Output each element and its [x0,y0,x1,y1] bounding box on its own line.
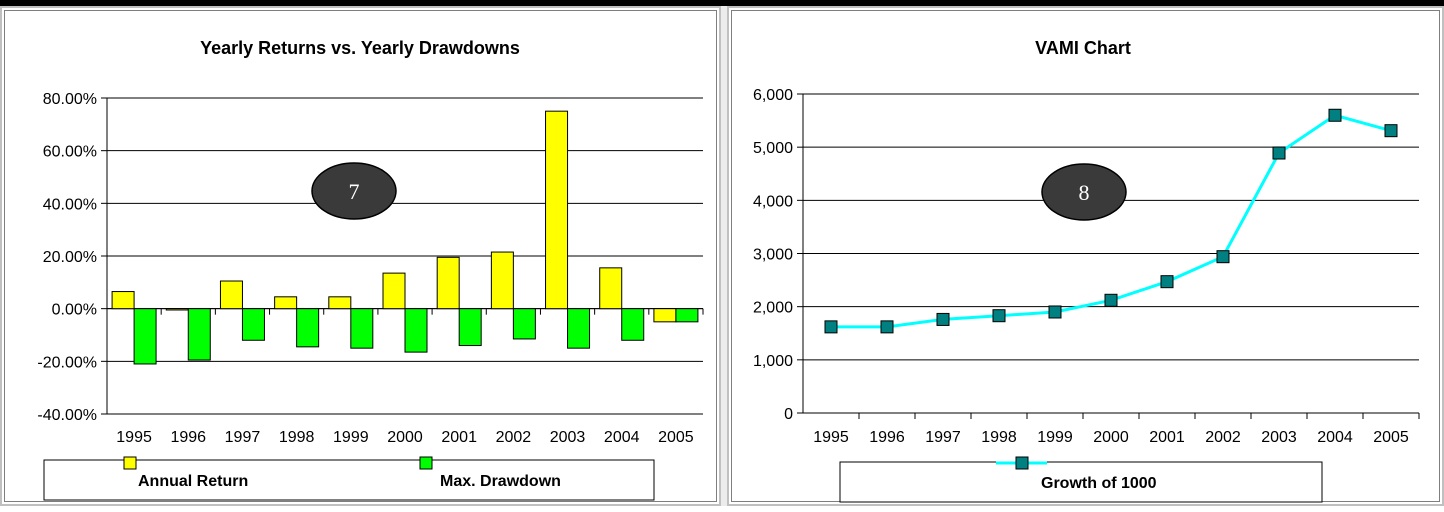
x-tick-label: 1996 [170,429,206,446]
bar-max-drawdown [404,308,428,353]
vami-chart-panel: VAMI Chart 0 1,000 2,000 3,000 4,000 5,000 6,0… [727,6,1444,506]
legend-label-max-drawdown: Max. Drawdown [440,473,561,490]
legend-swatch-max-drawdown [419,456,433,470]
x-tick-label: 2000 [387,429,423,446]
bar-max-drawdown [567,308,591,349]
bar-annual-return [490,251,514,310]
y-tick-label: 0 [784,406,793,423]
y-tick-label: -20.00% [37,354,97,371]
badge-label: 7 [349,179,360,204]
y-tick-label: 20.00% [43,249,97,266]
badge-label: 8 [1079,180,1090,205]
bar-annual-return [436,256,460,310]
data-point-marker [1048,305,1062,319]
x-tick-label: 2002 [1205,429,1241,446]
y-tick-label: 3,000 [753,247,793,264]
bar-annual-return [545,110,569,310]
badge-ellipse [1041,163,1127,221]
x-tick-label: 1995 [116,429,152,446]
data-point-marker [1216,250,1230,264]
bar-max-drawdown [458,308,482,347]
legend: Growth of 1000 [839,456,1323,503]
chart-frame [4,10,717,502]
legend-swatch-annual-return [123,456,137,470]
chart-title: Yearly Returns vs. Yearly Drawdowns [200,38,520,58]
bar-max-drawdown [350,308,374,349]
data-point-marker [880,320,894,334]
x-tick-label: 2001 [441,429,477,446]
y-tick-label: 0.00% [52,302,97,319]
legend-box [839,461,1323,503]
legend-box [43,459,655,501]
bar-annual-return [165,308,189,311]
bar-max-drawdown [187,308,211,361]
x-tick-label: 2005 [658,429,694,446]
x-tick-label: 2005 [1373,429,1409,446]
bar-annual-return [653,308,677,323]
x-tick-label: 1999 [333,429,369,446]
bar-max-drawdown [512,308,536,340]
legend-label-growth-of-1000: Growth of 1000 [1041,475,1157,492]
x-tick-label: 2004 [1317,429,1353,446]
panel-separator [721,6,727,506]
bar-annual-return [274,296,298,310]
x-tick-label: 2002 [496,429,532,446]
bar-annual-return [219,280,243,310]
x-tick-label: 2001 [1149,429,1185,446]
x-tick-label: 2003 [1261,429,1297,446]
data-point-marker [1272,146,1286,160]
badge-ellipse [311,162,397,220]
x-tick-label: 1998 [981,429,1017,446]
bar-max-drawdown [133,308,157,365]
y-tick-label: 4,000 [753,193,793,210]
data-point-marker [824,320,838,334]
y-tick-label: 60.00% [43,144,97,161]
data-point-marker [992,309,1006,323]
bar-max-drawdown [241,308,265,341]
vami-chart: VAMI Chart 0 1,000 2,000 3,000 4,000 5,000 6,0… [753,38,1420,503]
y-tick-label: 1,000 [753,353,793,370]
x-tick-label: 2004 [604,429,640,446]
data-point-marker [1328,108,1342,122]
yearly-returns-chart: Yearly Returns vs. Yearly Drawdowns -40.… [37,38,704,501]
x-tick-label: 1998 [279,429,315,446]
data-point-marker [1160,275,1174,289]
top-border [0,0,1444,6]
x-tick-label: 2000 [1093,429,1129,446]
yearly-returns-chart-panel: Yearly Returns vs. Yearly Drawdowns -40.… [0,6,721,506]
y-tick-label: -40.00% [37,407,97,424]
x-tick-label: 1995 [813,429,849,446]
chart-badge: 8 [1041,163,1127,221]
bar-annual-return [328,296,352,310]
bar-annual-return [111,291,135,310]
chart-badge: 7 [311,162,397,220]
bar-annual-return [382,272,406,310]
x-tick-label: 1999 [1037,429,1073,446]
legend: Annual Return Max. Drawdown [43,456,655,501]
x-tick-label: 2003 [550,429,586,446]
bar-max-drawdown [296,308,320,348]
legend-marker-growth-of-1000 [1015,456,1029,470]
y-tick-label: 6,000 [753,87,793,104]
y-tick-label: 40.00% [43,196,97,213]
bar-max-drawdown [675,308,699,323]
x-tick-label: 1997 [225,429,261,446]
legend-label-annual-return: Annual Return [138,473,248,490]
bar-max-drawdown [621,308,645,341]
data-point-marker [1384,124,1398,138]
bar-annual-return [599,267,623,310]
data-point-marker [936,312,950,326]
x-tick-label: 1996 [869,429,905,446]
y-tick-label: 2,000 [753,300,793,317]
y-tick-label: 5,000 [753,140,793,157]
y-tick-label: 80.00% [43,91,97,108]
x-tick-label: 1997 [925,429,961,446]
chart-title: VAMI Chart [1035,38,1131,58]
data-point-marker [1104,293,1118,307]
